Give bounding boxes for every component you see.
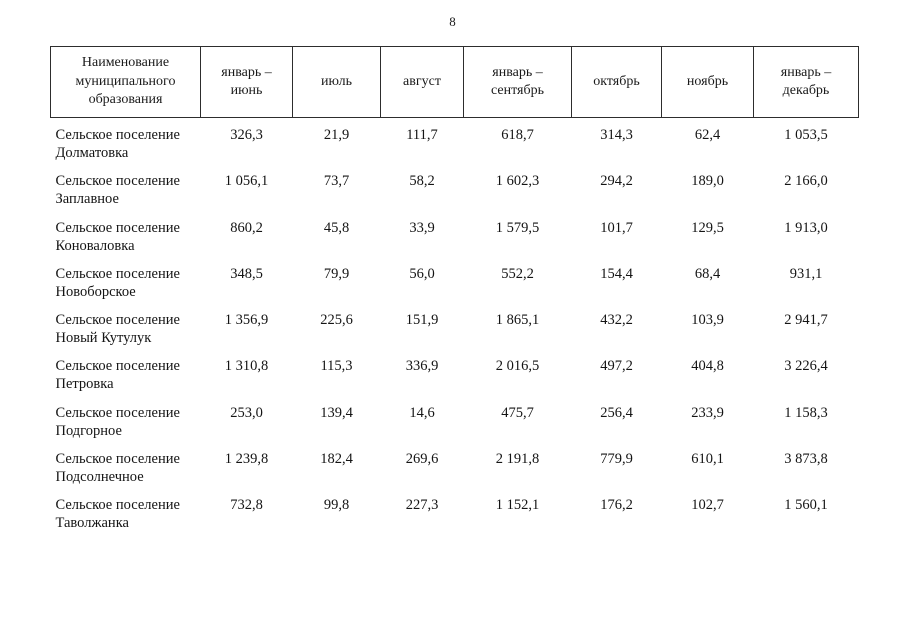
value-cell: 1 913,0 bbox=[784, 219, 828, 236]
value-cell: 1 310,8 bbox=[224, 358, 269, 375]
value-cell: 176,2 bbox=[600, 497, 633, 513]
value-cell: 2 016,5 bbox=[495, 358, 540, 375]
value-cell: 2 166,0 bbox=[784, 173, 828, 190]
value-cell: 1 053,5 bbox=[784, 127, 828, 143]
value-cell: 154,4 bbox=[600, 265, 633, 282]
value-cell: 3 873,8 bbox=[784, 450, 828, 467]
value-cell: 1 239,8 bbox=[224, 450, 269, 467]
value-cell: 732,8 bbox=[230, 497, 263, 513]
value-cell: 1 865,1 bbox=[495, 312, 540, 328]
value-cell: 79,9 bbox=[323, 265, 350, 282]
table-row: Сельское поселение Новоборское 348,5 79,9 5… bbox=[51, 257, 859, 303]
value-cell: 73,7 bbox=[323, 173, 350, 190]
value-cell: 14,6 bbox=[409, 404, 435, 421]
value-cell: 111,7 bbox=[406, 127, 438, 143]
table-row: Сельское поселение Коноваловка 860,2 45,8 3… bbox=[51, 211, 859, 257]
value-cell: 227,3 bbox=[405, 497, 439, 513]
value-cell: 348,5 bbox=[230, 265, 263, 282]
column-header: январь – сентябрь bbox=[463, 46, 572, 118]
value-cell: 1 560,1 bbox=[784, 497, 828, 513]
value-cell: 33,9 bbox=[409, 219, 435, 236]
settlement-name: Сельское поселение Петровка bbox=[55, 358, 180, 393]
value-cell: 618,7 bbox=[501, 127, 534, 143]
value-cell: 860,2 bbox=[230, 219, 263, 236]
value-cell: 189,0 bbox=[691, 173, 724, 190]
value-cell: 129,5 bbox=[691, 219, 724, 236]
table-row: Сельское поселение Петровка 1 310,8 115,3 3… bbox=[51, 349, 859, 395]
value-cell: 1 152,1 bbox=[495, 497, 540, 513]
value-cell: 256,4 bbox=[600, 404, 633, 421]
value-cell: 99,8 bbox=[323, 497, 350, 513]
settlement-name: Сельское поселение Долматовка bbox=[55, 127, 180, 162]
settlement-name: Сельское поселение Подгорное bbox=[55, 404, 180, 439]
table-header-row: Наименование муниципального образования я… bbox=[50, 46, 859, 118]
table-row: Сельское поселение Новый Кутулук 1 356,9 2… bbox=[51, 303, 859, 349]
municipal-data-table: Наименование муниципального образования я… bbox=[50, 46, 859, 534]
value-cell: 3 226,4 bbox=[784, 358, 828, 375]
settlement-name: Сельское поселение Новоборское bbox=[55, 265, 180, 300]
value-cell: 336,9 bbox=[405, 358, 439, 375]
page-number: 8 bbox=[449, 14, 456, 29]
value-cell: 779,9 bbox=[600, 450, 633, 467]
value-cell: 552,2 bbox=[501, 265, 534, 282]
value-cell: 225,6 bbox=[320, 312, 353, 328]
settlement-name: Сельское поселение Подсолнечное bbox=[55, 450, 180, 485]
value-cell: 1 602,3 bbox=[495, 173, 540, 190]
value-cell: 102,7 bbox=[691, 497, 724, 513]
value-cell: 253,0 bbox=[230, 404, 263, 421]
column-header: август bbox=[380, 46, 464, 118]
column-header: январь – июнь bbox=[200, 46, 293, 118]
value-cell: 2 191,8 bbox=[495, 450, 540, 467]
value-cell: 269,6 bbox=[405, 450, 439, 467]
settlement-name: Сельское поселение Заплавное bbox=[55, 173, 180, 208]
value-cell: 475,7 bbox=[501, 404, 534, 421]
value-cell: 21,9 bbox=[323, 127, 350, 143]
table-row: Сельское поселение Таволжанка 732,8 99,8 22… bbox=[51, 488, 859, 534]
value-cell: 101,7 bbox=[600, 219, 633, 236]
value-cell: 139,4 bbox=[320, 404, 353, 421]
column-header: июль bbox=[292, 46, 381, 118]
settlement-name: Сельское поселение Таволжанка bbox=[55, 497, 180, 532]
settlement-name: Сельское поселение Коноваловка bbox=[55, 219, 180, 254]
value-cell: 404,8 bbox=[691, 358, 724, 375]
table-body: Сельское поселение Долматовка 326,3 21,9 11… bbox=[51, 118, 859, 535]
value-cell: 1 356,9 bbox=[224, 312, 269, 328]
table-row: Сельское поселение Подгорное 253,0 139,4 14… bbox=[51, 396, 859, 442]
value-cell: 1 158,3 bbox=[784, 404, 828, 421]
column-header: Наименование муниципального образования bbox=[50, 46, 201, 118]
settlement-name: Сельское поселение Новый Кутулук bbox=[55, 312, 180, 347]
column-header: октябрь bbox=[571, 46, 662, 118]
value-cell: 610,1 bbox=[691, 450, 724, 467]
value-cell: 1 056,1 bbox=[224, 173, 269, 190]
value-cell: 103,9 bbox=[691, 312, 724, 328]
value-cell: 58,2 bbox=[409, 173, 435, 190]
value-cell: 115,3 bbox=[320, 358, 353, 375]
table-row: Сельское поселение Долматовка 326,3 21,9 11… bbox=[51, 118, 859, 165]
value-cell: 326,3 bbox=[230, 127, 263, 143]
value-cell: 314,3 bbox=[600, 127, 633, 143]
value-cell: 2 941,7 bbox=[784, 312, 828, 328]
value-cell: 182,4 bbox=[320, 450, 353, 467]
value-cell: 68,4 bbox=[694, 265, 721, 282]
value-cell: 233,9 bbox=[691, 404, 724, 421]
value-cell: 294,2 bbox=[600, 173, 633, 190]
value-cell: 1 579,5 bbox=[495, 219, 540, 236]
value-cell: 62,4 bbox=[694, 127, 721, 143]
table-row: Сельское поселение Подсолнечное 1 239,8 18… bbox=[51, 442, 859, 488]
value-cell: 56,0 bbox=[409, 265, 435, 282]
value-cell: 497,2 bbox=[600, 358, 633, 375]
value-cell: 931,1 bbox=[789, 265, 823, 282]
value-cell: 151,9 bbox=[405, 312, 439, 328]
table-row: Сельское поселение Заплавное 1 056,1 73,7 5… bbox=[51, 164, 859, 210]
column-header: январь – декабрь bbox=[753, 46, 859, 118]
value-cell: 45,8 bbox=[323, 219, 350, 236]
value-cell: 432,2 bbox=[600, 312, 633, 328]
column-header: ноябрь bbox=[661, 46, 754, 118]
